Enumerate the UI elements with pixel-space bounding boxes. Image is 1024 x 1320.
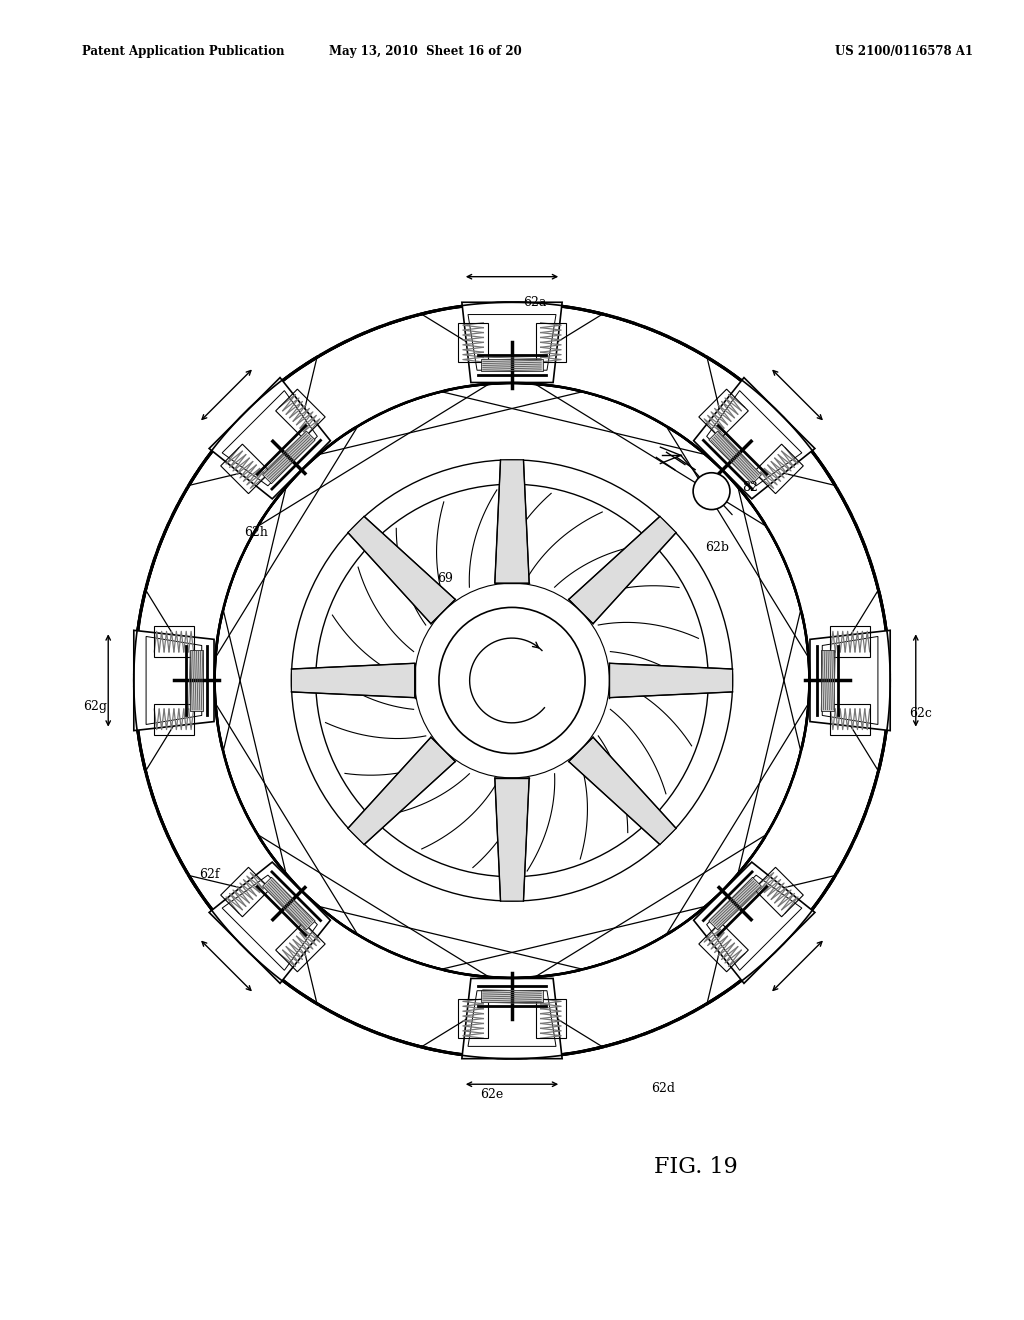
Text: 82: 82 [742,480,759,494]
Polygon shape [568,516,676,624]
Polygon shape [209,862,331,983]
Polygon shape [134,631,214,730]
Polygon shape [707,875,802,970]
Polygon shape [262,878,315,929]
Polygon shape [822,636,878,725]
Text: May 13, 2010  Sheet 16 of 20: May 13, 2010 Sheet 16 of 20 [329,45,521,58]
Polygon shape [568,737,676,845]
Text: 62h: 62h [244,525,267,539]
Polygon shape [481,990,543,1002]
Polygon shape [468,991,556,1047]
Polygon shape [146,636,202,725]
Polygon shape [810,631,890,730]
Polygon shape [262,432,315,483]
Text: 62g: 62g [83,700,106,713]
Text: 62d: 62d [651,1082,676,1096]
Polygon shape [468,314,556,370]
Polygon shape [693,378,815,499]
Text: 62c: 62c [909,706,932,719]
Text: 62f: 62f [200,869,220,882]
Text: US 2100/0116578 A1: US 2100/0116578 A1 [835,45,973,58]
Polygon shape [495,459,529,583]
Polygon shape [462,978,562,1059]
Circle shape [693,473,730,510]
Polygon shape [481,359,543,371]
Text: Patent Application Publication: Patent Application Publication [82,45,285,58]
Polygon shape [709,432,762,483]
Polygon shape [222,391,317,486]
Polygon shape [707,391,802,486]
Text: 62b: 62b [705,541,729,554]
Polygon shape [462,302,562,383]
Polygon shape [348,737,456,845]
Text: FIG. 19: FIG. 19 [654,1155,738,1177]
Polygon shape [821,649,834,711]
Text: 62e: 62e [480,1088,503,1101]
Polygon shape [709,878,762,929]
Polygon shape [222,875,317,970]
Text: 62a: 62a [523,296,546,309]
Polygon shape [609,663,732,698]
Circle shape [439,607,585,754]
Polygon shape [292,663,415,698]
Polygon shape [209,378,331,499]
Polygon shape [348,516,456,624]
Text: 69: 69 [437,572,454,585]
Polygon shape [190,649,203,711]
Polygon shape [693,862,815,983]
Polygon shape [495,777,529,902]
